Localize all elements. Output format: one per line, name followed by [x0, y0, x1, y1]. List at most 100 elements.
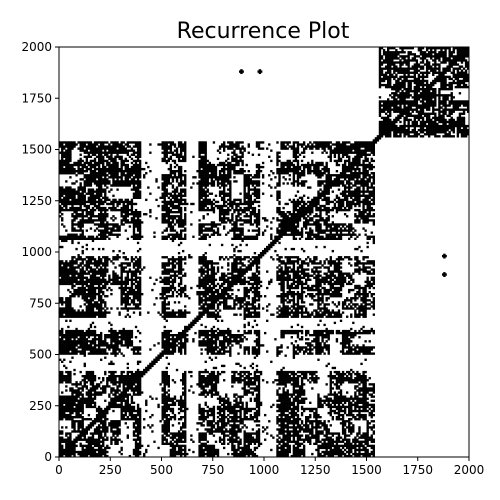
recurrence-cell — [321, 422, 324, 425]
recurrence-cell — [159, 356, 162, 359]
recurrence-cell — [165, 420, 168, 423]
recurrence-cell — [253, 370, 257, 374]
recurrence-cell — [165, 370, 168, 374]
recurrence-cell — [91, 342, 95, 345]
recurrence-cell — [112, 389, 115, 392]
recurrence-cell — [341, 444, 345, 448]
recurrence-cell — [198, 311, 201, 314]
recurrence-cell — [73, 426, 76, 429]
recurrence-cell — [286, 395, 289, 398]
recurrence-cell — [112, 379, 115, 382]
recurrence-cell — [171, 450, 175, 454]
recurrence-cell — [253, 399, 257, 402]
recurrence-cell — [77, 422, 80, 425]
recurrence-cell — [81, 450, 84, 454]
recurrence-cell — [169, 448, 173, 452]
recurrence-cell — [337, 329, 341, 333]
recurrence-cell — [112, 362, 115, 366]
recurrence-cell — [192, 338, 195, 341]
recurrence-cell — [118, 348, 121, 351]
recurrence-cell — [138, 372, 142, 376]
recurrence-cell — [343, 444, 347, 448]
recurrence-cell — [202, 420, 205, 423]
recurrence-cell — [214, 315, 218, 318]
recurrence-cell — [112, 430, 115, 433]
recurrence-cell — [79, 434, 82, 437]
recurrence-cell — [85, 313, 88, 316]
recurrence-cell — [331, 409, 334, 413]
recurrence-cell — [151, 430, 154, 433]
recurrence-cell — [69, 442, 72, 445]
recurrence-cell — [333, 377, 337, 380]
recurrence-cell — [130, 405, 134, 409]
recurrence-cell — [298, 305, 302, 308]
recurrence-cell — [163, 395, 166, 398]
recurrence-cell — [212, 307, 216, 310]
recurrence-cell — [110, 389, 113, 392]
recurrence-cell — [167, 313, 170, 316]
recurrence-cell — [161, 399, 164, 402]
recurrence-cell — [138, 379, 142, 382]
recurrence-cell — [59, 452, 62, 456]
recurrence-cell — [296, 405, 300, 409]
recurrence-cell — [110, 426, 113, 429]
recurrence-cell — [202, 377, 205, 380]
recurrence-cell — [348, 372, 351, 376]
recurrence-cell — [225, 393, 228, 396]
recurrence-cell — [280, 411, 283, 415]
recurrence-cell — [75, 348, 78, 351]
recurrence-cell — [192, 321, 195, 325]
recurrence-cell — [65, 352, 68, 355]
recurrence-cell — [239, 313, 242, 316]
recurrence-cell — [327, 399, 330, 402]
recurrence-cell — [169, 454, 173, 458]
recurrence-cell — [333, 401, 337, 404]
recurrence-cell — [243, 366, 246, 370]
recurrence-cell — [249, 372, 252, 376]
recurrence-cell — [165, 440, 168, 443]
recurrence-cell — [83, 430, 86, 433]
recurrence-cell — [231, 411, 234, 415]
recurrence-cell — [239, 395, 242, 398]
recurrence-cell — [73, 344, 76, 347]
recurrence-cell — [100, 416, 103, 419]
recurrence-cell — [253, 352, 257, 355]
recurrence-cell — [134, 393, 138, 396]
recurrence-cell — [75, 407, 78, 411]
recurrence-cell — [63, 334, 66, 337]
recurrence-cell — [233, 370, 236, 374]
recurrence-cell — [223, 364, 226, 368]
recurrence-cell — [130, 375, 134, 378]
recurrence-cell — [120, 413, 123, 417]
recurrence-cell — [91, 397, 95, 400]
recurrence-cell — [124, 338, 127, 341]
recurrence-cell — [145, 366, 148, 370]
recurrence-cell — [245, 313, 248, 316]
recurrence-cell — [343, 334, 347, 337]
recurrence-cell — [138, 348, 142, 351]
recurrence-cell — [214, 428, 218, 431]
recurrence-cell — [208, 315, 211, 318]
recurrence-cell — [173, 434, 177, 437]
recurrence-cell — [59, 444, 62, 448]
recurrence-cell — [251, 315, 255, 318]
recurrence-cell — [348, 381, 351, 384]
recurrence-cell — [247, 346, 250, 349]
recurrence-cell — [323, 426, 326, 429]
recurrence-cell — [237, 372, 240, 376]
recurrence-cell — [167, 342, 170, 345]
recurrence-cell — [360, 440, 363, 443]
recurrence-cell — [305, 348, 308, 351]
recurrence-cell — [296, 315, 300, 318]
recurrence-cell — [202, 340, 205, 343]
recurrence-cell — [329, 381, 332, 384]
recurrence-cell — [331, 377, 334, 380]
recurrence-cell — [233, 438, 236, 441]
recurrence-cell — [69, 401, 72, 404]
recurrence-cell — [198, 331, 201, 335]
recurrence-cell — [364, 407, 367, 411]
recurrence-cell — [296, 370, 300, 374]
recurrence-cell — [311, 348, 314, 351]
recurrence-cell — [276, 379, 279, 382]
recurrence-cell — [220, 352, 224, 355]
